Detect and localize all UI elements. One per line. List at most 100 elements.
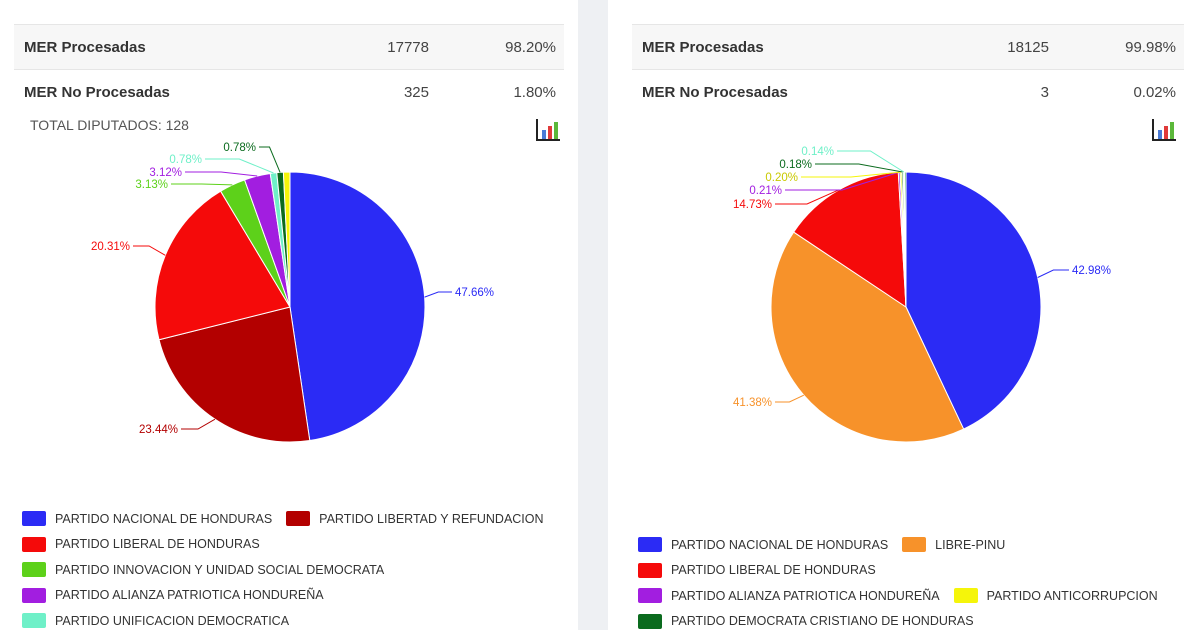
row-percent: 99.98% <box>1050 24 1184 70</box>
legend-item[interactable]: PARTIDO NACIONAL DE HONDURAS <box>638 537 889 553</box>
data-label-connector <box>205 158 274 174</box>
table-row: MER No Procesadas 3 0.02% <box>632 69 1184 114</box>
pie-chart: 42.98% 41.38% 14.73% 0.21%0.20%0.18%0.14% <box>733 146 1111 443</box>
row-label: MER Procesadas <box>632 24 938 70</box>
row-count: 18125 <box>938 24 1050 70</box>
table-row: MER No Procesadas 325 1.80% <box>14 69 564 114</box>
data-label: 3.13% <box>135 179 168 191</box>
bar-chart-icon[interactable] <box>534 115 562 143</box>
legend-label: PARTIDO ALIANZA PATRIOTICA HONDUREÑA <box>671 588 940 603</box>
data-label: 0.20% <box>765 172 798 184</box>
row-percent: 0.02% <box>1050 69 1184 114</box>
legend-row: PARTIDO DEMOCRATA CRISTIANO DE HONDURAS <box>638 609 1198 630</box>
legend-swatch <box>902 537 927 553</box>
data-label: 42.98% <box>1072 265 1111 277</box>
legend-item[interactable]: PARTIDO ALIANZA PATRIOTICA HONDUREÑA <box>638 588 940 604</box>
data-label-connector <box>801 171 901 178</box>
row-label: MER No Procesadas <box>632 69 938 114</box>
legend-swatch <box>22 587 46 603</box>
data-label-connector <box>785 171 900 191</box>
data-label: 0.18% <box>779 159 812 171</box>
data-label: 41.38% <box>733 397 772 409</box>
data-label-connector <box>775 394 805 403</box>
pie-slice-partido-nacional-de-honduras[interactable] <box>289 171 426 442</box>
legend-item[interactable]: PARTIDO UNIFICACION DEMOCRATICA <box>22 613 290 629</box>
total-diputados-label: TOTAL DIPUTADOS: 128 <box>30 117 189 133</box>
chart-legend: PARTIDO NACIONAL DE HONDURAS PARTIDO LIBE… <box>22 506 572 630</box>
row-count: 325 <box>318 69 430 114</box>
mer-stats-table: MER Procesadas 18125 99.98% MER No Proce… <box>632 24 1184 114</box>
chart-panel-right: MER Procesadas 18125 99.98% MER No Proce… <box>608 0 1200 630</box>
data-label: 0.78% <box>223 142 256 154</box>
data-label-connector <box>181 418 216 430</box>
pie-slice-libre-pinu[interactable] <box>770 231 965 443</box>
mer-stats-table: MER Procesadas 17778 98.20% MER No Proce… <box>14 24 564 114</box>
legend-row: PARTIDO INNOVACION Y UNIDAD SOCIAL DEMOC… <box>22 557 572 583</box>
legend-swatch <box>638 562 662 578</box>
legend-swatch <box>953 588 978 604</box>
legend-item[interactable]: PARTIDO ANTICORRUPCION <box>953 588 1158 604</box>
legend-label: LIBRE-PINU <box>935 537 1006 552</box>
legend-item[interactable]: PARTIDO INNOVACION Y UNIDAD SOCIAL DEMOC… <box>22 562 385 578</box>
data-label-connector <box>1037 269 1069 278</box>
chart-panel-left: MER Procesadas 17778 98.20% MER No Proce… <box>0 0 578 630</box>
legend-item[interactable]: PARTIDO LIBERTAD Y REFUNDACION <box>286 511 544 527</box>
legend-row: PARTIDO ALIANZA PATRIOTICA HONDUREÑA PART… <box>638 583 1198 609</box>
pie-slice-party-7[interactable] <box>903 171 907 308</box>
data-label: 0.21% <box>749 185 782 197</box>
data-label: 3.12% <box>149 167 182 179</box>
legend-label: PARTIDO ALIANZA PATRIOTICA HONDUREÑA <box>55 588 324 603</box>
row-percent: 1.80% <box>430 69 564 114</box>
row-label: MER No Procesadas <box>14 69 318 114</box>
data-label: 20.31% <box>91 241 130 253</box>
data-label-connector <box>837 150 905 173</box>
legend-item[interactable]: PARTIDO LIBERAL DE HONDURAS <box>22 536 260 552</box>
row-percent: 98.20% <box>430 24 564 70</box>
data-label-connector <box>133 245 166 256</box>
data-label: 47.66% <box>455 287 494 299</box>
legend-swatch <box>22 536 46 552</box>
legend-row: PARTIDO LIBERAL DE HONDURAS <box>22 532 572 558</box>
legend-label: PARTIDO NACIONAL DE HONDURAS <box>55 511 273 526</box>
data-label-connector <box>171 183 233 186</box>
data-label-connector <box>259 146 281 173</box>
table-row: MER Procesadas 18125 99.98% <box>632 24 1184 70</box>
pie-chart: 47.66%23.44%20.31%3.13%3.12%0.78%0.78% <box>91 142 494 443</box>
legend-row: PARTIDO NACIONAL DE HONDURAS PARTIDO LIBE… <box>22 506 572 532</box>
legend-item[interactable]: PARTIDO ALIANZA PATRIOTICA HONDUREÑA <box>22 587 324 603</box>
row-count: 17778 <box>318 24 430 70</box>
data-label-connector <box>815 163 903 173</box>
legend-row: PARTIDO UNIFICACION DEMOCRATICA <box>22 608 572 630</box>
legend-label: PARTIDO LIBERTAD Y REFUNDACION <box>319 511 544 526</box>
legend-item[interactable]: PARTIDO DEMOCRATA CRISTIANO DE HONDURAS <box>638 613 974 629</box>
legend-label: PARTIDO LIBERAL DE HONDURAS <box>671 563 876 578</box>
data-label-connector <box>424 291 452 298</box>
legend-label: PARTIDO UNIFICACION DEMOCRATICA <box>55 613 290 628</box>
legend-swatch <box>22 562 46 578</box>
legend-label: PARTIDO LIBERAL DE HONDURAS <box>55 537 260 552</box>
legend-label: PARTIDO NACIONAL DE HONDURAS <box>671 537 889 552</box>
row-label: MER Procesadas <box>14 24 318 70</box>
legend-swatch <box>286 511 311 527</box>
pie-slice-partido-anticorrupcion[interactable] <box>282 171 291 308</box>
bar-chart-icon[interactable] <box>1150 115 1178 143</box>
data-label: 0.78% <box>169 154 202 166</box>
table-row: MER Procesadas 17778 98.20% <box>14 24 564 70</box>
legend-swatch <box>638 537 662 553</box>
legend-row: PARTIDO ALIANZA PATRIOTICA HONDUREÑA <box>22 583 572 609</box>
data-label-connector <box>775 189 840 205</box>
legend-swatch <box>22 613 46 629</box>
legend-item[interactable]: LIBRE-PINU <box>902 537 1006 553</box>
legend-item[interactable]: PARTIDO LIBERAL DE HONDURAS <box>638 562 876 578</box>
legend-label: PARTIDO ANTICORRUPCION <box>986 588 1158 603</box>
data-label: 0.14% <box>801 146 834 158</box>
pie-slice-partido-libertad-y-refundacion[interactable] <box>158 306 311 443</box>
data-label-connector <box>185 171 258 177</box>
legend-item[interactable]: PARTIDO NACIONAL DE HONDURAS <box>22 511 273 527</box>
data-label: 23.44% <box>139 424 178 436</box>
legend-label: PARTIDO INNOVACION Y UNIDAD SOCIAL DEMOC… <box>55 562 385 577</box>
data-label: 14.73% <box>733 199 772 211</box>
legend-swatch <box>638 588 662 604</box>
legend-swatch <box>22 511 46 527</box>
row-count: 3 <box>938 69 1050 114</box>
